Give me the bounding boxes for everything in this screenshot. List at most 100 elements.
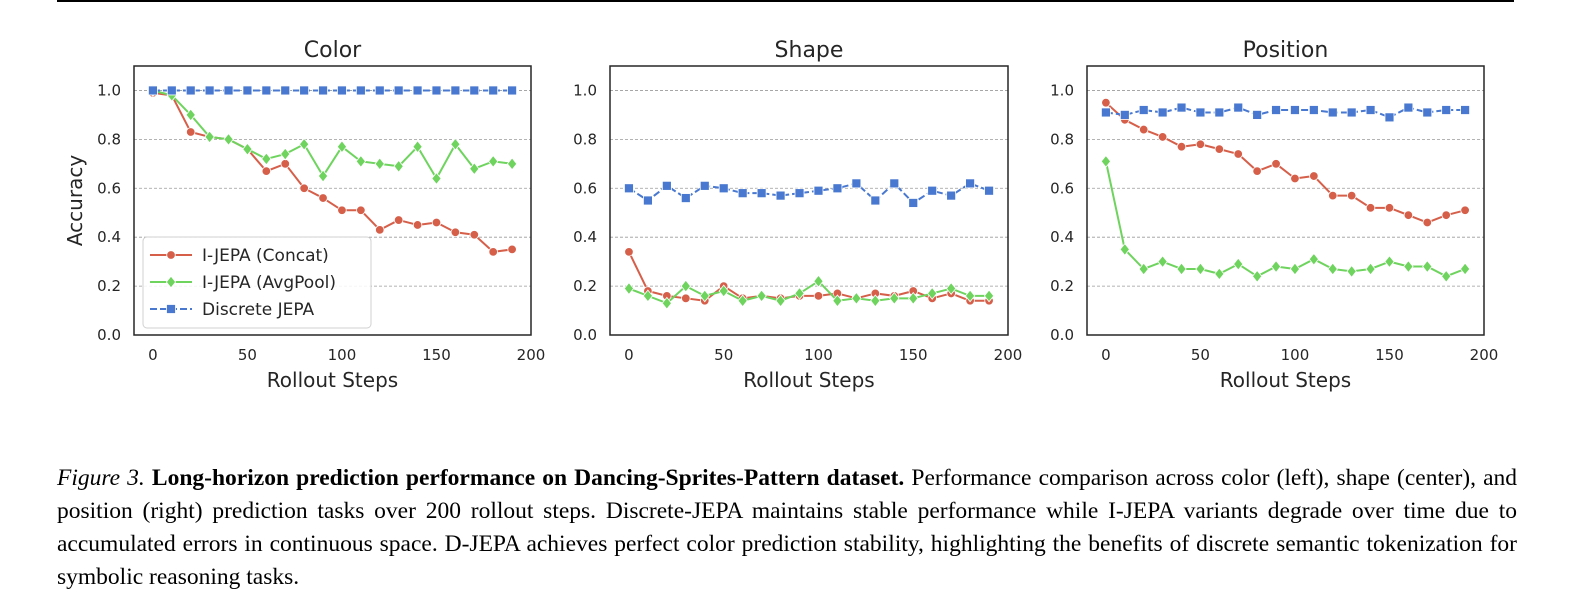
caption-text: Performance comparison across color (lef… xyxy=(57,464,1518,590)
data-point xyxy=(1327,262,1338,276)
data-point xyxy=(964,289,976,303)
legend-label: Discrete JEPA xyxy=(202,300,315,320)
y-tick-label: 1.0 xyxy=(573,81,597,99)
data-point xyxy=(185,108,196,122)
data-point xyxy=(718,183,729,194)
data-point xyxy=(699,289,710,303)
data-point xyxy=(1328,190,1338,201)
data-point xyxy=(450,227,461,237)
data-point xyxy=(488,154,499,168)
data-point xyxy=(1346,264,1357,278)
data-point xyxy=(356,205,366,215)
data-point xyxy=(1403,210,1414,220)
data-point xyxy=(1459,262,1471,276)
data-point xyxy=(336,140,348,154)
data-point xyxy=(1100,154,1112,168)
data-point xyxy=(1233,149,1243,159)
data-point xyxy=(946,190,957,201)
x-tick-label: 200 xyxy=(517,346,546,364)
data-point xyxy=(393,85,404,96)
data-point xyxy=(794,188,805,199)
data-point xyxy=(1384,255,1395,269)
data-point xyxy=(1346,190,1357,201)
data-point xyxy=(374,85,385,96)
x-tick-label: 150 xyxy=(899,346,928,364)
data-point xyxy=(506,157,518,171)
data-point xyxy=(908,198,919,208)
data-point xyxy=(813,185,824,196)
data-point xyxy=(1251,269,1263,283)
y-tick-label: 0.4 xyxy=(1050,228,1074,246)
data-point xyxy=(832,294,843,308)
data-point xyxy=(775,190,786,201)
legend-box xyxy=(142,236,372,329)
data-point xyxy=(1252,110,1263,120)
data-point xyxy=(889,178,900,189)
data-point xyxy=(1365,105,1376,115)
data-point xyxy=(756,188,767,199)
data-point xyxy=(851,291,862,305)
data-point xyxy=(204,85,215,96)
y-tick-label: 0.8 xyxy=(1050,130,1074,148)
x-tick-label: 50 xyxy=(714,346,733,364)
y-tick-label: 0.0 xyxy=(1050,326,1074,344)
panel-title: Position xyxy=(1243,38,1329,63)
data-point xyxy=(642,289,654,303)
data-point xyxy=(1157,255,1168,269)
data-point xyxy=(355,154,367,168)
x-tick-label: 150 xyxy=(1375,346,1404,364)
data-point xyxy=(1290,105,1300,115)
data-point xyxy=(261,166,272,176)
data-point xyxy=(908,291,919,305)
chart-panel-position: 0.0 0.2 0.4 0.6 0.8 1.0 0 50 100 150 200 Position Ro… xyxy=(1050,38,1498,392)
data-point xyxy=(1119,110,1130,120)
data-point xyxy=(337,85,347,96)
data-point xyxy=(927,286,938,300)
data-point xyxy=(661,180,672,191)
data-point xyxy=(1271,159,1281,169)
data-point xyxy=(1233,257,1244,271)
data-point xyxy=(1365,262,1376,276)
data-point xyxy=(1308,105,1319,115)
caption-label: Figure 3. xyxy=(57,464,145,491)
legend-label: I-JEPA (Concat) xyxy=(202,246,329,266)
y-tick-label: 0.2 xyxy=(1050,277,1074,295)
data-point xyxy=(186,127,196,137)
data-point xyxy=(280,147,291,161)
data-point xyxy=(624,183,634,194)
y-tick-label: 0.4 xyxy=(97,228,121,246)
data-point xyxy=(661,296,673,310)
data-point xyxy=(1252,166,1262,176)
legend-label: I-JEPA (AvgPool) xyxy=(202,273,336,293)
data-point xyxy=(643,195,653,206)
legend-marker xyxy=(166,250,176,260)
figure-charts: 0.0 0.2 0.4 0.6 0.8 1.0 0 50 100 150 200 Color Rollo… xyxy=(63,38,1498,392)
x-tick-label: 0 xyxy=(1101,346,1111,364)
data-point xyxy=(1384,203,1395,213)
data-point xyxy=(680,279,691,293)
panel-title: Shape xyxy=(775,38,844,63)
data-point xyxy=(1289,262,1301,276)
x-tick-label: 200 xyxy=(994,346,1023,364)
data-point xyxy=(813,274,824,288)
x-tick-label: 150 xyxy=(422,346,451,364)
data-point xyxy=(870,195,881,206)
y-tick-label: 0.2 xyxy=(97,277,121,295)
y-tick-label: 0.8 xyxy=(97,130,121,148)
data-point xyxy=(1176,141,1187,152)
legend: I-JEPA (Concat) I-JEPA (AvgPool) Discrete … xyxy=(142,236,372,329)
y-tick-label: 0.6 xyxy=(573,179,597,197)
caption-bold-title: Long-horizon prediction performance on D… xyxy=(151,464,905,491)
data-point xyxy=(393,215,404,225)
data-point xyxy=(1384,112,1395,123)
data-point xyxy=(488,85,499,96)
chart-panel-shape: 0.0 0.2 0.4 0.6 0.8 1.0 0 50 100 150 200 Shape Rollo… xyxy=(573,38,1022,392)
data-point xyxy=(488,247,498,257)
y-tick-label: 0.2 xyxy=(573,277,597,295)
chart-panel-color: 0.0 0.2 0.4 0.6 0.8 1.0 0 50 100 150 200 Color Rollo… xyxy=(63,38,545,392)
data-point xyxy=(624,247,634,257)
data-point xyxy=(1403,260,1414,273)
data-point xyxy=(431,172,442,185)
x-axis-label: Rollout Steps xyxy=(743,368,874,392)
data-point xyxy=(355,85,366,96)
